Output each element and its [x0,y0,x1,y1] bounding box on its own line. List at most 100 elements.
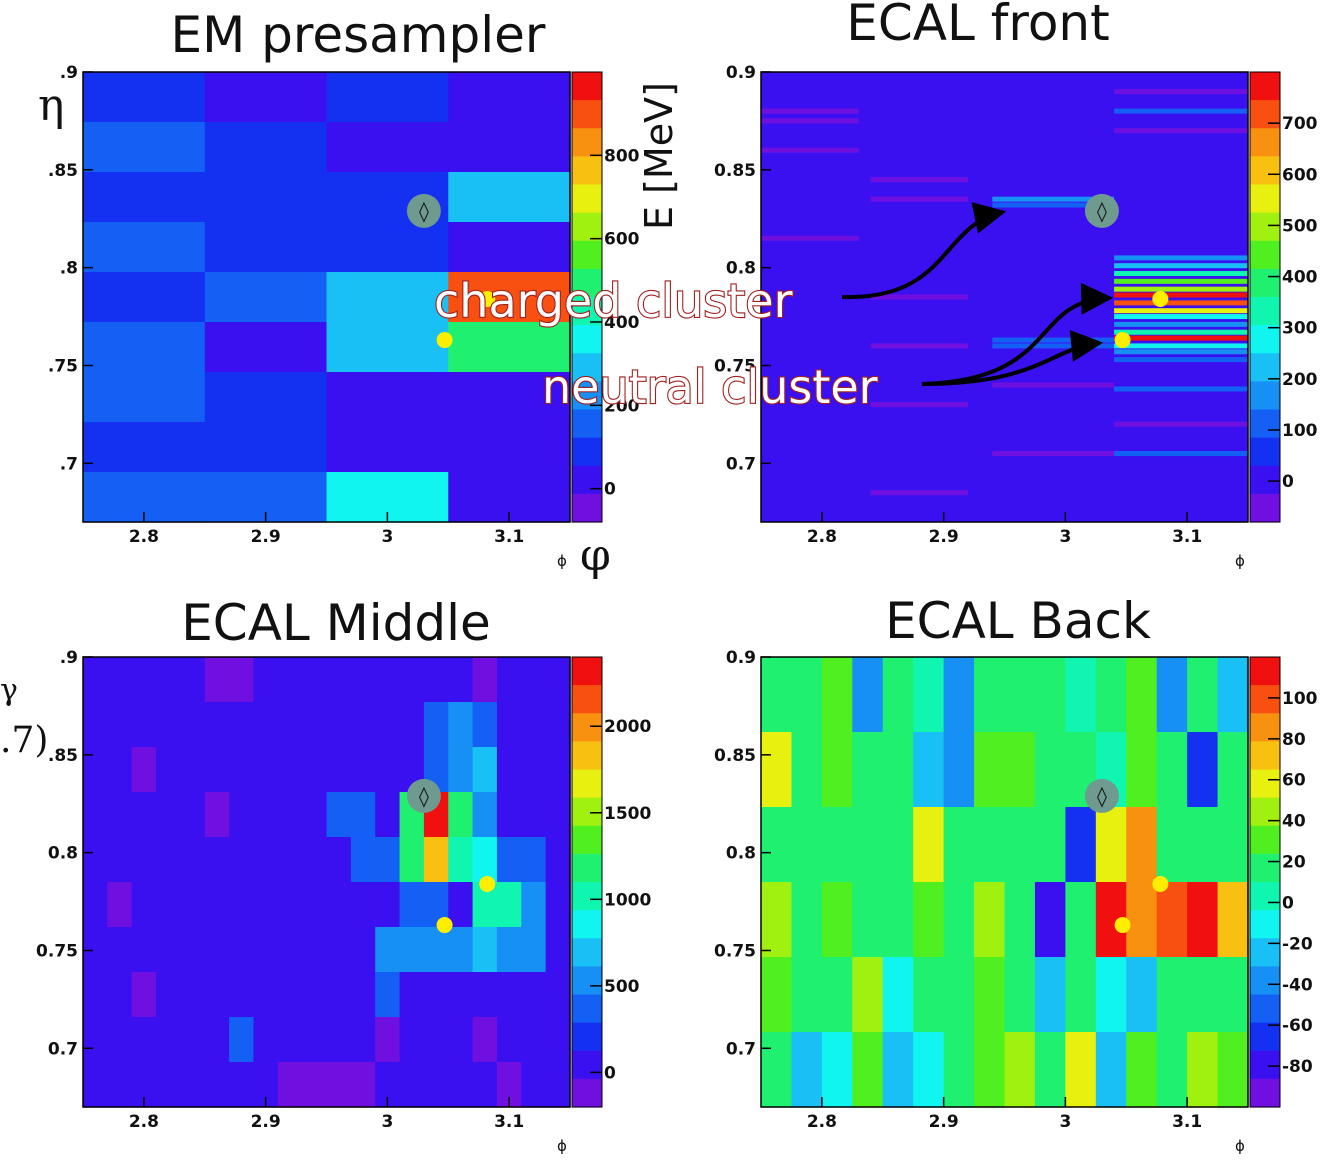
heatmap-cell [83,372,206,423]
colorbar-tick-label: 1500 [604,804,651,824]
heatmap-cell [107,837,133,883]
x-tick-label: 2.9 [251,1112,281,1132]
heatmap-cell [375,792,401,838]
colorbar-segment [1250,212,1280,242]
heatmap-cell [448,927,474,973]
heatmap-cell [1217,807,1249,883]
heatmap-cell [131,1017,157,1063]
heatmap-cell [326,122,449,173]
colorbar-tick-label: 60 [1282,771,1306,791]
heatmap-cell [180,747,206,793]
heatmap-cell [204,322,328,373]
colorbar-segment [572,1022,602,1052]
heatmap-cell [350,747,376,793]
heatmap-cell [1004,657,1036,733]
heatmap-cell [448,882,474,928]
heatmap-cell [1217,657,1249,733]
heatmap-strip [1114,329,1248,335]
y-tick-label: 0.7 [48,1039,78,1059]
heatmap-cell [350,702,376,748]
y-tick-label: 0.7 [726,454,756,474]
heatmap-strip [870,402,968,408]
heatmap-cell [1065,882,1097,958]
heatmap-cell [277,882,303,928]
heatmap-cell [791,882,823,958]
colorbar-tick-label: 500 [604,977,640,997]
colorbar-segment [572,966,602,996]
colorbar-segment [572,156,602,186]
heatmap-cell [821,882,853,958]
heatmap-strip [992,337,1115,343]
colorbar-tick-label: 100 [1282,421,1318,441]
heatmap-strip [1114,321,1248,327]
colorbar-segment [572,72,602,101]
heatmap-strip [1114,286,1248,292]
heatmap-cell [302,657,328,703]
track-impact-marker [406,193,441,228]
heatmap-cell [545,702,571,748]
heatmap-cell [156,792,181,838]
heatmap-cell [326,422,449,473]
heatmap-cell [448,972,474,1018]
x-tick-label: 3.1 [1172,1112,1202,1132]
heatmap-strip [1114,343,1248,349]
heatmap-cell [156,837,181,883]
heatmap-cell [131,837,157,883]
heatmap-cell [83,837,108,883]
colorbar-segment [1250,657,1280,686]
heatmap-cell [448,1062,474,1108]
heatmap-cell [107,1017,133,1063]
heatmap-cell [302,1017,328,1063]
heatmap-cell [229,837,255,883]
y-tick-label: 0.75 [714,941,756,961]
heatmap-cell [1065,807,1097,883]
heatmap-cell [545,1062,571,1108]
heatmap-cell [1126,657,1158,733]
colorbar-segment [572,741,602,771]
track-impact-marker [1084,778,1119,813]
heatmap-cell [472,702,498,748]
heatmap-cell [180,792,206,838]
heatmap-cell [107,747,133,793]
heatmap-cell [204,882,230,928]
heatmap-cell [107,657,133,703]
heatmap-cell [277,837,303,883]
heatmap-cell [156,747,181,793]
heatmap-cell [521,882,547,928]
heatmap-cell [180,1062,206,1108]
heatmap-cell [913,732,945,808]
heatmap-cell [423,837,449,883]
heatmap-cell [253,657,279,703]
heatmap-cell [1187,957,1219,1033]
colorbar-segment [1250,713,1280,742]
heatmap-cell [204,422,328,473]
heatmap-cell [229,972,255,1018]
heatmap-cell [131,657,157,703]
heatmap-cell [277,702,303,748]
heatmap-strip [1114,128,1248,134]
colorbar-tick-label: 0 [604,480,616,500]
heatmap-cell [1004,957,1036,1033]
heatmap-cell [277,927,303,973]
heatmap-strip [1114,349,1248,355]
heatmap-cell [472,1017,498,1063]
heatmap-cell [521,1062,547,1108]
heatmap-cell [204,172,328,223]
heatmap-cell [448,792,474,838]
heatmap-cell [229,747,255,793]
colorbar-segment [1250,853,1280,883]
y-tick-label: .85 [48,746,78,766]
colorbar-segment [572,128,602,157]
colorbar-segment [1250,825,1280,855]
colorbar-segment [1250,685,1280,714]
heatmap-cell [1095,1032,1127,1108]
colorbar-tick-label: 600 [1282,165,1318,185]
colorbar-tick-label: -80 [1282,1057,1313,1077]
heatmap-cell [1034,1032,1066,1108]
colorbar-segment [572,769,602,799]
heatmap-cell [496,972,522,1018]
heatmap-cell [229,702,255,748]
heatmap-cell [913,957,945,1033]
heatmap-strip [870,490,968,496]
heatmap-cell [974,807,1006,883]
